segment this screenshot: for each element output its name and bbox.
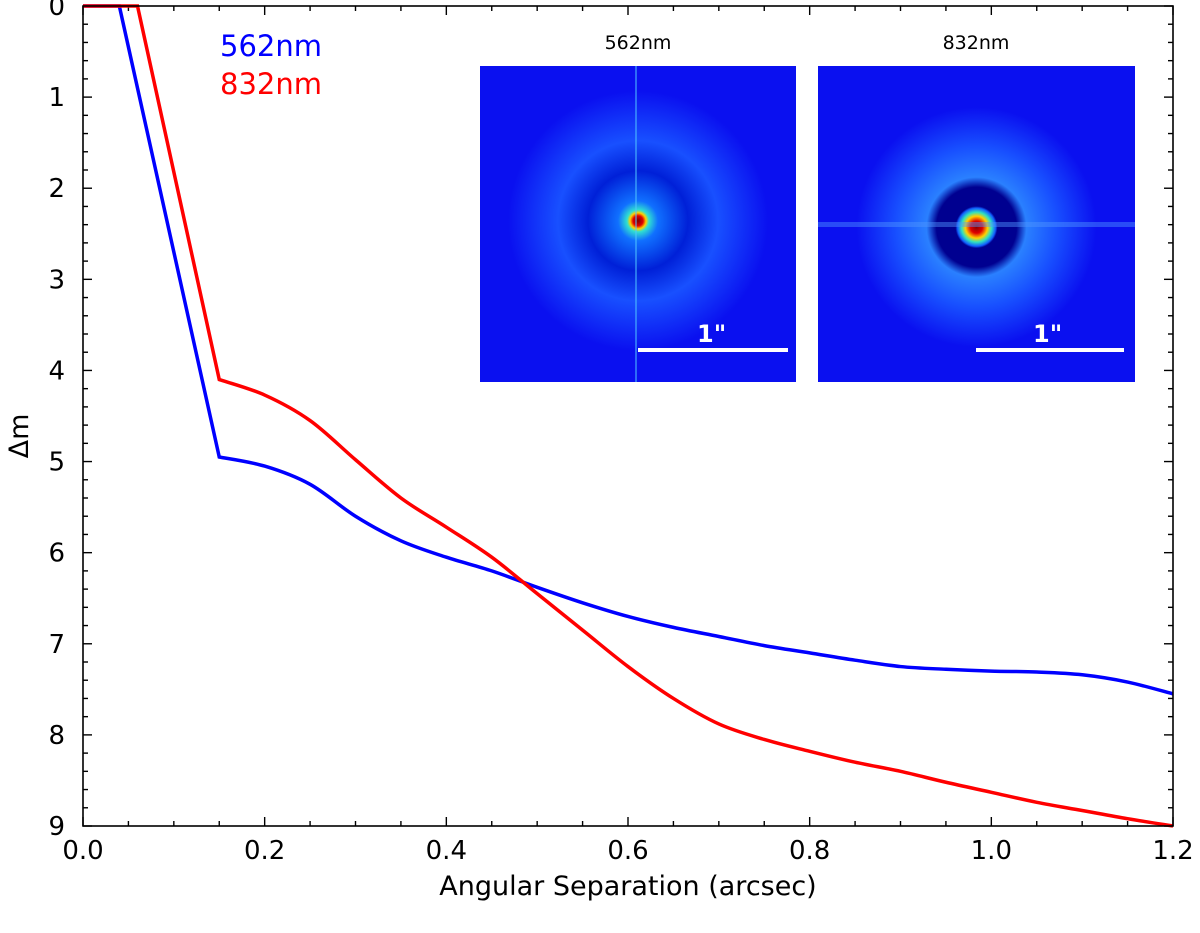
psf-562nm [480,66,796,382]
y-tick-label: 4 [48,356,65,386]
legend-832nm: 832nm [220,67,322,101]
y-tick-label: 0 [48,0,65,22]
x-tick-label: 0.8 [789,836,830,866]
inset-title-562nm: 562nm [604,32,672,54]
x-tick-label: 0.4 [426,836,467,866]
y-axis-label: Δm [4,414,35,459]
x-axis-label: Angular Separation (arcsec) [439,871,816,902]
legend-562nm: 562nm [220,29,322,63]
inset-image-562nm: 1" [480,66,796,382]
x-tick-label: 1.0 [971,836,1012,866]
y-tick-label: 7 [48,630,65,660]
series-line-562nm [83,4,1174,696]
y-tick-label: 2 [48,174,65,204]
y-tick-label: 5 [48,448,65,478]
spike [635,66,637,382]
x-tick-label: 0.0 [62,836,103,866]
y-tick-label: 9 [48,812,65,842]
scale-bar-label: 1" [697,320,727,348]
plot-frame [82,5,1174,827]
y-tick-label: 1 [48,83,65,113]
inset-title-832nm: 832nm [942,32,1010,54]
y-tick-label: 8 [48,721,65,751]
inset-image-832nm: 1" [818,66,1135,382]
psf-832nm [818,66,1135,382]
y-tick-label: 3 [48,265,65,295]
series-line-832nm [83,4,1174,828]
scale-bar-label: 1" [1033,320,1063,348]
spike [818,222,1135,227]
x-tick-label: 1.2 [1152,836,1193,866]
y-tick-label: 6 [48,539,65,569]
x-tick-label: 0.2 [244,836,285,866]
scale-bar [976,348,1124,352]
scale-bar [638,348,788,352]
x-tick-label: 0.6 [607,836,648,866]
